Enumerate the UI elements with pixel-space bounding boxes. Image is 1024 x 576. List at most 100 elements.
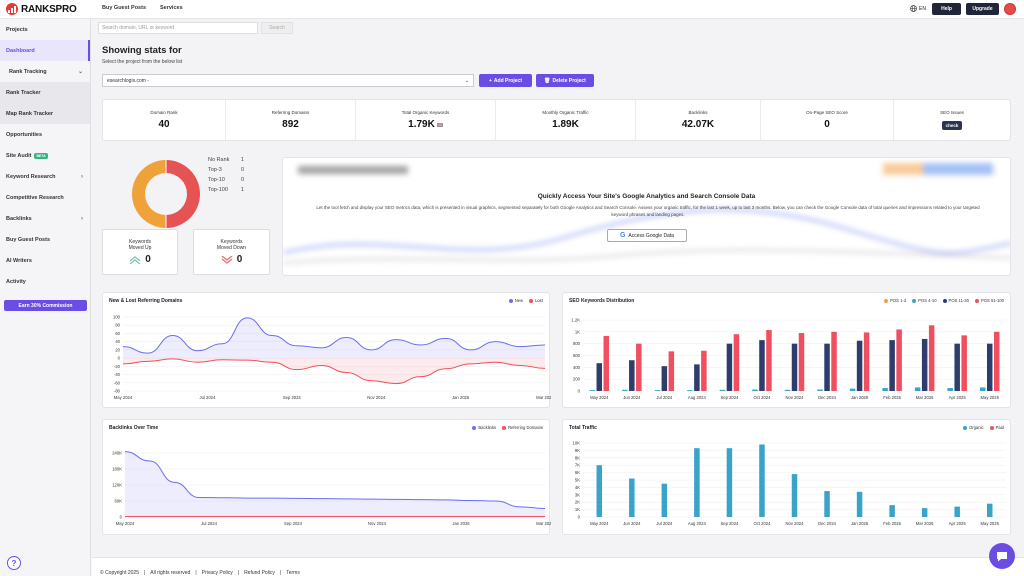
access-google-data-button[interactable]: G Access Google Data [607, 229, 687, 242]
bar-pos-11-30 [824, 343, 830, 391]
sidebar-item-dashboard[interactable]: Dashboard [0, 40, 90, 61]
legend-label: Backlinks [478, 425, 497, 430]
sidebar-item-label: AI Writers [6, 257, 32, 264]
legend-item[interactable]: POS 4-10 [912, 298, 937, 303]
legend-label: POS 11-30 [948, 298, 969, 303]
y-tick-label: 20 [115, 347, 120, 352]
bar-pos-4-10 [914, 387, 921, 391]
bar-organic [629, 478, 635, 517]
keywords-moved-up: Keywords Moved Up 0 [102, 229, 178, 275]
legend-item[interactable]: New [508, 298, 523, 303]
access-google-data-label: Access Google Data [628, 232, 675, 239]
x-tick-label: Sep 2024 [720, 395, 739, 400]
sidebar-item-buy-guest-posts[interactable]: Buy Guest Posts [0, 229, 90, 250]
logo[interactable]: RANKSPRO [6, 3, 77, 15]
legend-item[interactable]: POS 51-100 [974, 298, 1004, 303]
sidebar-item-label: Projects [6, 26, 28, 33]
sidebar-item-opportunities[interactable]: Opportunities [0, 124, 90, 145]
y-tick-label: 6K [575, 470, 580, 475]
help-icon[interactable]: ? [7, 556, 21, 570]
chevron-down-icon: ⌄ [464, 77, 469, 84]
legend-label: Referring Domains [508, 425, 543, 430]
sidebar-item-keyword-research[interactable]: Keyword Research › [0, 166, 90, 187]
google-panel-description: Let the tool fetch and display your SEO … [316, 205, 980, 217]
rank-label: No Rank [208, 157, 230, 163]
help-button[interactable]: Help [932, 3, 961, 15]
legend-item[interactable]: POS 11-30 [942, 298, 969, 303]
sidebar-item-backlinks[interactable]: Backlinks › [0, 208, 90, 229]
earn-commission-button[interactable]: Earn 30% Commission [4, 300, 87, 311]
sidebar-item-label: Rank Tracking [9, 68, 47, 75]
legend-item[interactable]: Backlinks [472, 425, 496, 430]
nav-buy-guest-posts[interactable]: Buy Guest Posts [102, 5, 147, 11]
sidebar-item-activity[interactable]: Activity [0, 271, 90, 292]
sidebar-item-map-rank-tracker[interactable]: Map Rank Tracker [0, 103, 90, 124]
avatar[interactable] [1004, 3, 1016, 15]
sidebar-item-rank-tracking[interactable]: Rank Tracking ⌄ [0, 61, 90, 82]
y-tick-label: -20 [114, 364, 121, 369]
moved-up-value: 0 [145, 254, 151, 265]
chart-card-keywords-distribution: SEO Keywords Distribution POS 1-3 POS 4-… [562, 292, 1011, 408]
delete-project-button[interactable]: 🗑 Delete Project [536, 74, 594, 87]
x-tick-label: Mar 2025 [536, 395, 551, 400]
moved-down-label-line2: Moved Down [216, 245, 247, 251]
project-select[interactable]: esearchlogix.com - ⌄ [102, 74, 474, 87]
language-selector[interactable]: EN [910, 5, 926, 12]
sidebar-item-label: Activity [6, 278, 26, 285]
x-tick-label: Jan 2025 [452, 521, 470, 526]
upgrade-button[interactable]: Upgrade [966, 3, 999, 15]
x-tick-label: Mar 2025 [916, 521, 934, 526]
footer-link-refund[interactable]: Refund Policy [244, 570, 275, 576]
x-tick-label: Dec 2024 [818, 521, 837, 526]
chevron-right-icon: › [81, 173, 83, 180]
bar-organic [824, 491, 830, 517]
bar-organic [921, 508, 928, 517]
nav-services[interactable]: Services [160, 5, 183, 11]
project-select-value: esearchlogix.com - [107, 77, 149, 84]
y-tick-label: 40 [115, 339, 120, 344]
legend-item[interactable]: Lost [529, 298, 543, 303]
y-tick-label: 1.2K [571, 318, 580, 323]
x-tick-label: May 2024 [114, 395, 133, 400]
legend-item[interactable]: Paid [989, 425, 1004, 430]
search-button[interactable]: Search [261, 22, 293, 34]
sidebar-item-rank-tracker[interactable]: Rank Tracker [0, 82, 90, 103]
legend-item[interactable]: Organic [962, 425, 984, 430]
logo-icon [6, 3, 18, 15]
bar-pos-4-10 [979, 387, 986, 391]
footer-link-terms[interactable]: Terms [286, 570, 300, 576]
footer-rights: All rights reserved [150, 570, 191, 576]
y-tick-label: 0 [120, 515, 123, 520]
sidebar-item-projects[interactable]: Projects [0, 19, 90, 40]
bar-pos-11-30 [954, 343, 960, 391]
check-button[interactable]: check [941, 121, 963, 130]
sidebar-item-label: Backlinks [6, 215, 32, 222]
sidebar-item-label: Map Rank Tracker [6, 110, 54, 117]
series-line-backlinks [124, 451, 546, 509]
add-project-button[interactable]: + Add Project [479, 74, 532, 87]
legend-item[interactable]: Referring Domains [502, 425, 543, 430]
x-tick-label: Jan 2025 [851, 521, 869, 526]
donut-slice-no-rank [132, 160, 166, 228]
google-icon: G [619, 232, 626, 239]
stat-value: 0 [824, 119, 830, 130]
legend-item[interactable]: POS 1-3 [884, 298, 906, 303]
footer-link-privacy[interactable]: Privacy Policy [201, 570, 233, 576]
bar-organic [661, 483, 668, 517]
sidebar-item-ai-writers[interactable]: AI Writers [0, 250, 90, 271]
chart-title: Total Traffic [569, 425, 597, 431]
legend-label: Paid [995, 425, 1004, 430]
rank-label: Top-3 [208, 167, 222, 173]
y-tick-label: -80 [114, 389, 121, 394]
y-tick-label: 4K [575, 485, 580, 490]
chat-button[interactable] [989, 543, 1015, 569]
sidebar-item-competitive-research[interactable]: Competitive Research [0, 187, 90, 208]
bar-pos-11-30 [726, 343, 733, 391]
sidebar-item-site-audit[interactable]: Site Audit BETA [0, 145, 90, 166]
search-input[interactable]: Search domain, URL or keyword [98, 22, 258, 34]
bar-organic [889, 505, 895, 517]
bar-organic [986, 503, 993, 517]
stat-value: 892 [282, 119, 299, 130]
y-tick-label: 1K [575, 329, 580, 334]
